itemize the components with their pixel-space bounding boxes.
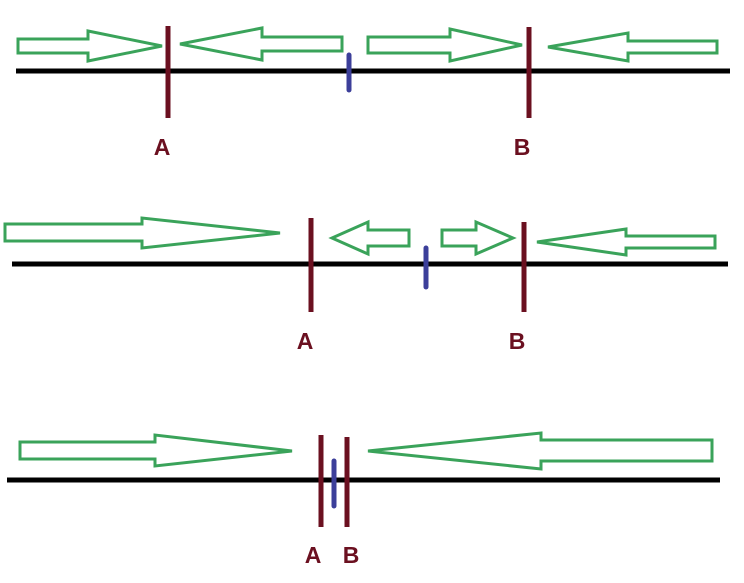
row-2: A B: [3, 216, 728, 354]
row-2-arrow-far-right-left: [536, 227, 717, 257]
row-1-label-a: A: [154, 134, 171, 160]
row-2-arrow-far-left-right: [3, 216, 281, 250]
row-2-label-b: B: [509, 328, 526, 354]
row-1-label-b: B: [514, 134, 531, 160]
row-1-arrow-far-right-left: [547, 31, 719, 63]
row-1-arrow-inner-left-left: [179, 26, 344, 62]
row-2-arrow-inner-right-right: [440, 219, 517, 257]
row-1: A B: [16, 26, 730, 160]
row-1-arrow-far-left-right: [16, 29, 163, 63]
row-3-label-b: B: [343, 542, 360, 568]
row-3-arrow-left-right: [18, 433, 293, 468]
row-3-arrow-right-left: [367, 431, 714, 471]
row-3: A B: [7, 431, 720, 568]
row-1-arrow-inner-right-right: [366, 27, 523, 63]
row-2-arrow-inner-left-left: [328, 219, 411, 257]
row-3-label-a: A: [305, 542, 322, 568]
row-2-label-a: A: [297, 328, 314, 354]
